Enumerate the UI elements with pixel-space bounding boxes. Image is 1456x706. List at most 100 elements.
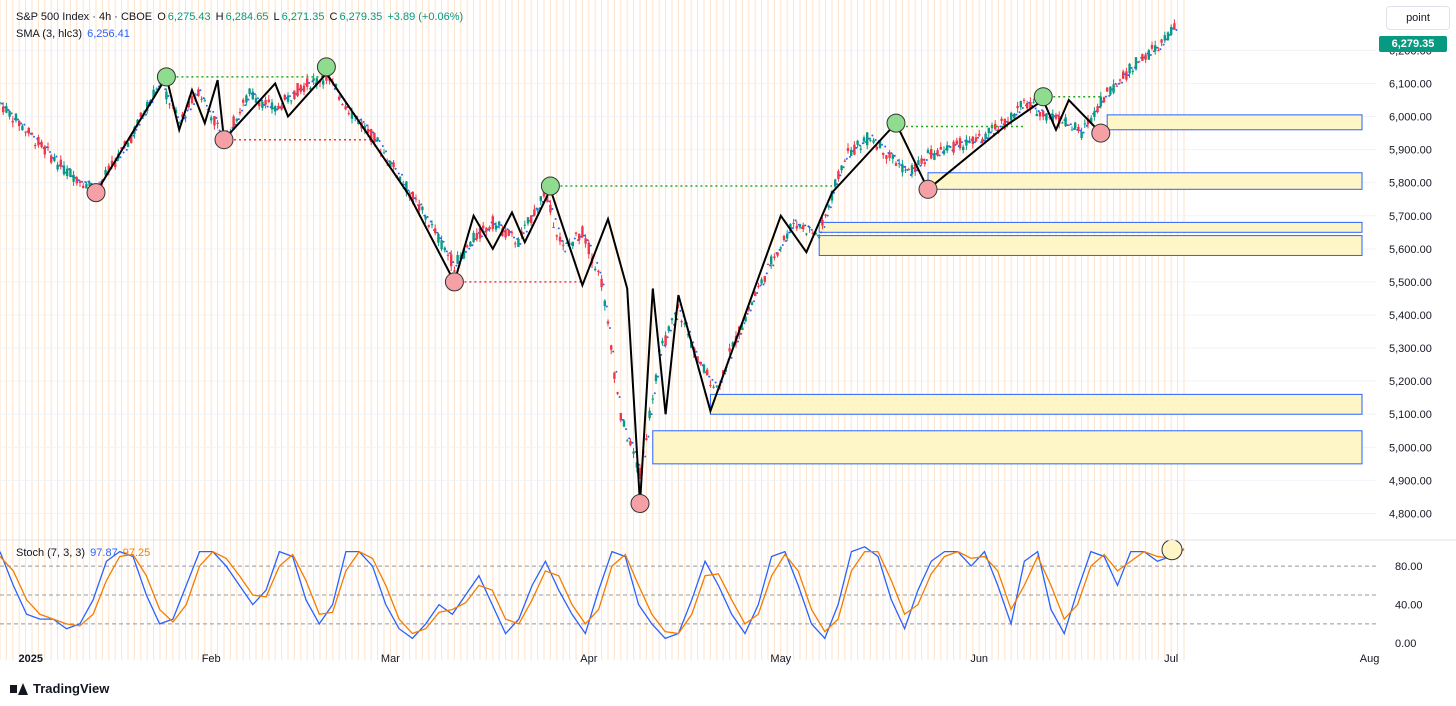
sma-dot — [241, 109, 243, 112]
candle-body — [843, 160, 846, 162]
scale-mode-button[interactable]: point — [1386, 6, 1450, 30]
candle-body — [968, 140, 971, 143]
candle-body — [1160, 39, 1163, 43]
candle-body — [939, 146, 942, 150]
sma-dot — [378, 140, 381, 143]
stoch-panel: 80.00 40.00 0.00 — [0, 539, 1423, 650]
sma-dot — [826, 214, 829, 217]
candle-body — [1090, 117, 1093, 123]
candle-body — [478, 227, 482, 239]
candle-body — [405, 181, 408, 193]
sma-dot — [909, 174, 912, 177]
sma-dot — [247, 98, 250, 101]
candle-body — [1026, 102, 1029, 109]
sma-dot — [845, 157, 848, 160]
candle-body — [1173, 23, 1176, 30]
sma-dot — [849, 155, 851, 158]
sma-dot — [125, 148, 128, 151]
sma-dot — [589, 244, 592, 247]
sma-dot — [897, 159, 899, 162]
sma-dot — [493, 223, 496, 226]
sma-dot — [618, 396, 621, 399]
candle-body — [1019, 100, 1022, 108]
sma-dot — [772, 264, 775, 267]
candle-body — [1061, 122, 1064, 124]
sma-dot — [1, 102, 3, 105]
sma-dot — [874, 138, 877, 141]
candle-body — [597, 270, 600, 272]
open-label: O — [157, 11, 166, 23]
sma-dot — [986, 137, 989, 140]
candle-body — [715, 385, 718, 387]
sma-dot — [788, 231, 791, 234]
candle-body — [898, 163, 901, 165]
candle-body — [466, 245, 469, 248]
sma-dot — [730, 356, 733, 359]
candle-body — [619, 412, 622, 421]
time-tick-label: Aug — [1360, 653, 1380, 665]
candle-body — [952, 141, 955, 153]
time-tick-label: Mar — [381, 653, 400, 665]
sma-dot — [202, 97, 205, 100]
candle-body — [338, 96, 341, 100]
candle-body — [1029, 101, 1032, 109]
candle-body — [1163, 35, 1166, 41]
candle-body — [942, 150, 946, 154]
sma-dot — [973, 141, 976, 144]
candle-body — [334, 83, 338, 87]
sma-dot — [215, 116, 218, 119]
sma-dot — [1079, 129, 1082, 132]
time-tick-label: Jun — [970, 653, 988, 665]
candle-body — [949, 146, 952, 148]
candle-body — [152, 89, 155, 98]
candle-body — [526, 217, 530, 224]
candle-body — [507, 229, 510, 236]
candle-body — [552, 226, 555, 228]
candle-body — [312, 78, 315, 81]
candle-body — [638, 467, 642, 477]
candle-body — [904, 169, 907, 171]
sma-dot — [551, 208, 554, 211]
candle-body — [104, 170, 107, 176]
candle-body — [773, 256, 776, 258]
sma-dot — [1018, 111, 1021, 114]
candle-body — [741, 327, 744, 331]
candle-body — [542, 190, 546, 197]
candle-body — [43, 146, 46, 155]
candle-body — [1096, 106, 1099, 113]
sma-dot — [573, 237, 576, 240]
candle-body — [1006, 121, 1010, 123]
candle-body — [616, 392, 619, 394]
candle-body — [555, 235, 558, 237]
sma-dot — [548, 200, 551, 203]
candle-body — [530, 215, 533, 224]
candle-body — [34, 145, 37, 147]
candle-body — [818, 237, 821, 239]
candle-body — [654, 374, 658, 382]
zigzag-path — [95, 71, 1102, 504]
candle-body — [1131, 70, 1134, 72]
sma-dot — [138, 123, 141, 126]
candle-body — [603, 300, 606, 307]
sma-dot — [487, 228, 490, 231]
tradingview-logo[interactable]: TradingView — [10, 681, 109, 696]
candle-body — [53, 157, 56, 161]
sma-dot — [842, 166, 845, 169]
sma-dot — [605, 305, 608, 308]
candle-body — [187, 100, 190, 108]
price-candles — [0, 19, 1178, 479]
candle-body — [270, 102, 274, 110]
candle-body — [1109, 86, 1112, 95]
sma-dot — [177, 116, 179, 119]
candle-body — [18, 120, 21, 127]
sma-dot — [679, 309, 682, 312]
candle-body — [686, 334, 690, 336]
sma-dot — [609, 327, 611, 330]
price-axis: 6,200.006,100.006,000.005,900.005,800.00… — [1389, 45, 1432, 520]
candle-body — [795, 225, 798, 229]
candle-body — [261, 101, 264, 108]
sma-dot — [439, 237, 442, 240]
sma-dot — [445, 250, 448, 253]
candle-body — [2, 106, 5, 113]
